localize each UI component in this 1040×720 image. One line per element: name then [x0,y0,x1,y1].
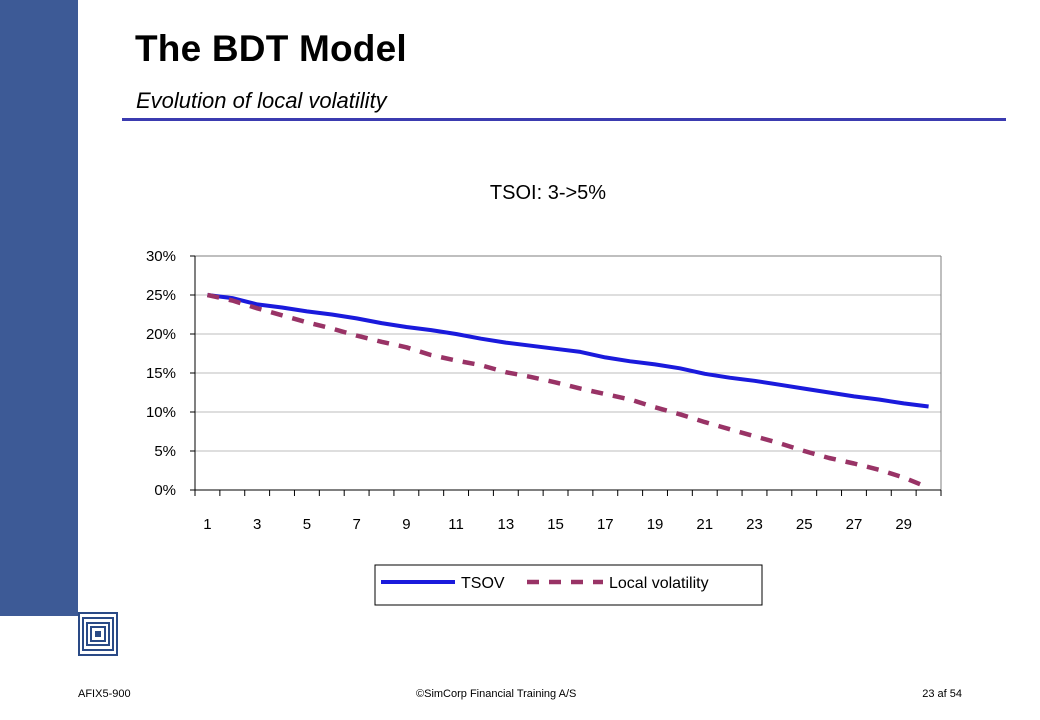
side-bar [0,0,78,616]
x-tick-label: 23 [746,516,763,533]
title-divider [122,118,1006,121]
x-tick-label: 9 [402,516,410,533]
legend-label-local-volatility: Local volatility [609,575,709,592]
series-line-local-volatility [206,292,930,490]
x-tick-label: 5 [303,516,311,533]
x-tick-label: 1 [203,516,211,533]
x-tick-label: 11 [448,516,464,533]
footer-page-number: 23 af 54 [922,688,962,700]
footer-copyright: ©SimCorp Financial Training A/S [416,688,577,700]
x-tick-label: 19 [647,516,664,533]
y-tick-label: 10% [146,404,176,421]
legend-box [374,564,763,606]
series-line-tsov [207,293,929,409]
chart-gridlines [195,255,941,452]
chart-series [206,292,930,490]
page-subtitle: Evolution of local volatility [136,88,387,113]
chart-axes: 0%5%10%15%20%25%30%1 3 5 7 9 11 13 15 17 19 21 23 25… [146,248,942,533]
x-tick-label: 27 [846,516,863,533]
y-tick-label: 15% [146,365,176,382]
y-tick-label: 30% [146,248,176,265]
x-tick-label: 17 [597,516,614,533]
x-tick-label: 21 [696,516,713,533]
x-tick-label: 13 [497,516,514,533]
footer-course-code: AFIX5-900 [78,688,131,700]
y-tick-label: 25% [146,287,176,304]
x-tick-label: 3 [253,516,261,533]
chart-legend: TSOV Local volatility [374,564,763,606]
x-tick-label: 7 [352,516,360,533]
y-tick-label: 20% [146,326,176,343]
page-title: The BDT Model [135,28,407,69]
x-tick-label: 25 [796,516,813,533]
simcorp-logo-icon [78,612,118,656]
x-tick-label: 15 [547,516,564,533]
chart-title: TSOI: 3->5% [490,182,606,204]
y-tick-label: 0% [154,482,176,499]
legend-label-tsov: TSOV [461,575,505,592]
y-tick-label: 5% [154,443,176,460]
x-tick-label: 29 [895,516,912,533]
